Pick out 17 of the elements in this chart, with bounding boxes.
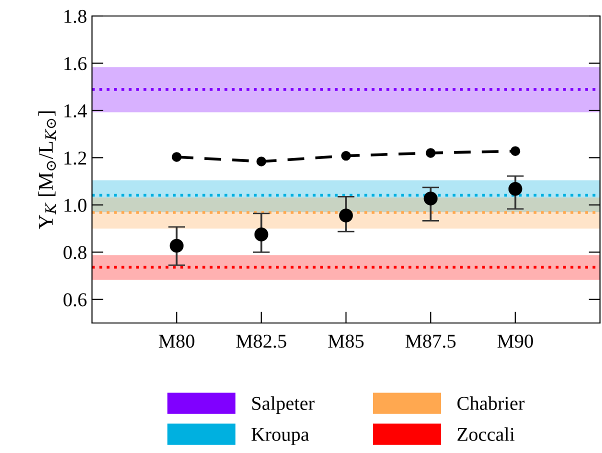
- x-tick-label: M80: [158, 334, 194, 348]
- legend-label: Salpeter: [252, 396, 314, 414]
- legend-label: Chabrier: [457, 396, 524, 410]
- x-tick-label: M90: [498, 334, 533, 348]
- y-tick-label: 0.8: [64, 246, 86, 260]
- y-axis-title: Υ$_{K}$ [M$_{⊙}$/L$_{K⊙}$]: [38, 111, 56, 230]
- y-tick-label: 0.6: [64, 293, 87, 306]
- x-tick-label: M82.5: [236, 334, 286, 348]
- x-tick-label: M85: [328, 334, 364, 348]
- y-tick-label: 1.8: [64, 10, 86, 24]
- legend-label: Zoccali: [458, 427, 515, 441]
- y-tick-label: 1.6: [64, 57, 87, 70]
- y-tick-label: 1.0: [64, 198, 86, 212]
- y-tick-label: 1.4: [64, 104, 87, 118]
- y-tick-label: 1.2: [64, 152, 86, 165]
- legend-label: Kroupa: [252, 428, 310, 445]
- x-tick-label: M87.5: [406, 334, 456, 348]
